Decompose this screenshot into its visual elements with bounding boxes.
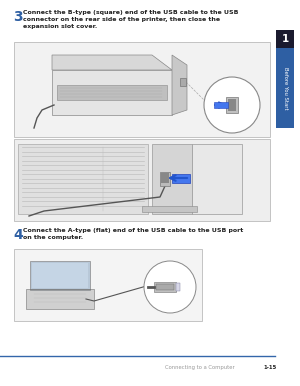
- Text: Before You Start: Before You Start: [283, 67, 287, 109]
- Text: 1-15: 1-15: [263, 365, 276, 370]
- Circle shape: [144, 261, 196, 313]
- Bar: [30, 261, 90, 290]
- Bar: [154, 282, 176, 292]
- Bar: [176, 283, 180, 291]
- Text: 4: 4: [13, 228, 23, 242]
- Bar: [180, 78, 186, 86]
- Bar: [14, 42, 270, 137]
- Polygon shape: [172, 55, 187, 115]
- Bar: [14, 139, 270, 221]
- Bar: [226, 97, 238, 113]
- Circle shape: [204, 77, 260, 133]
- Bar: [32, 263, 88, 288]
- Bar: [214, 102, 228, 108]
- Bar: [161, 173, 169, 183]
- Bar: [26, 289, 94, 309]
- Bar: [276, 48, 294, 128]
- Bar: [160, 172, 170, 186]
- Bar: [172, 174, 190, 183]
- Bar: [57, 85, 167, 100]
- Text: Connecting to a Computer: Connecting to a Computer: [165, 365, 235, 370]
- Polygon shape: [52, 55, 172, 70]
- Polygon shape: [52, 70, 172, 115]
- Bar: [152, 144, 192, 214]
- Text: Connect the A-type (flat) end of the USB cable to the USB port
on the computer.: Connect the A-type (flat) end of the USB…: [23, 228, 243, 240]
- Text: 3: 3: [13, 10, 22, 24]
- Bar: [142, 206, 197, 212]
- Bar: [156, 284, 174, 290]
- Bar: [18, 144, 148, 214]
- Text: 1: 1: [281, 34, 289, 44]
- Bar: [192, 144, 242, 214]
- Bar: [276, 30, 294, 48]
- Bar: [228, 99, 236, 111]
- Bar: [14, 249, 202, 321]
- Text: Connect the B-type (square) end of the USB cable to the USB
connector on the rea: Connect the B-type (square) end of the U…: [23, 10, 239, 29]
